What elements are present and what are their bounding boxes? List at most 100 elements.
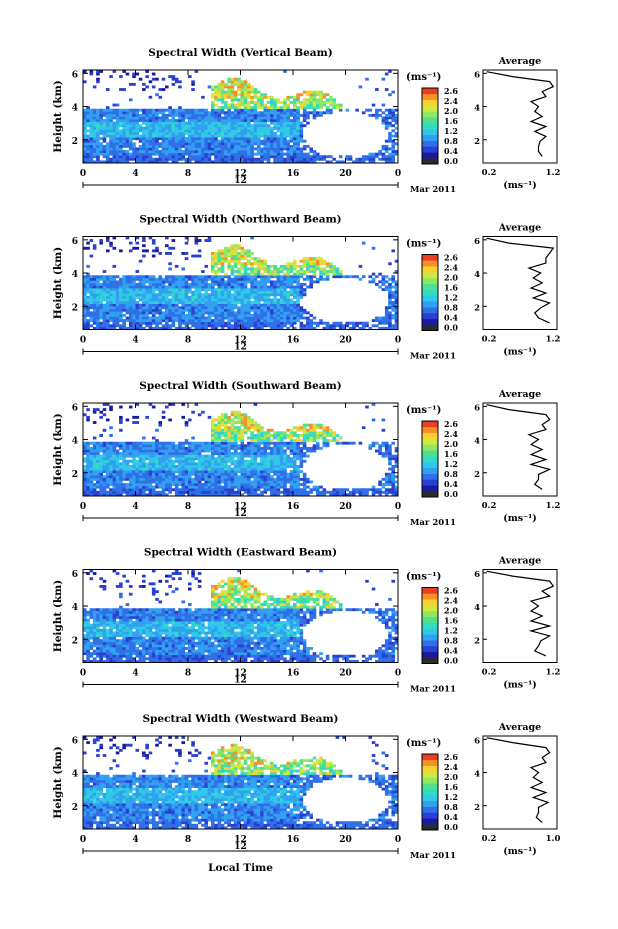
heatmap-cell (273, 321, 277, 325)
heatmap-cell (89, 139, 94, 143)
heatmap-cell (207, 288, 212, 292)
heatmap-cell (194, 285, 199, 289)
heatmap-cell (138, 280, 143, 284)
heatmap-cell (135, 493, 140, 497)
heatmap-cell (89, 277, 94, 281)
heatmap-cell (188, 472, 192, 476)
heatmap-cell (174, 111, 179, 115)
heatmap-cell (375, 152, 379, 156)
heatmap-cell (207, 157, 212, 161)
heatmap-cell (309, 283, 313, 286)
heatmap-cell (217, 150, 222, 153)
heatmap-cell (197, 314, 202, 317)
heatmap-cell (148, 459, 153, 463)
heatmap-cell (191, 301, 195, 304)
heatmap-cell (158, 493, 163, 497)
heatmap-cell (214, 434, 218, 437)
heatmap-cell (165, 449, 169, 453)
heatmap-cell (148, 472, 153, 476)
heatmap-cell (168, 477, 172, 481)
heatmap-cell (155, 134, 159, 138)
heatmap-cell (381, 280, 386, 284)
heatmap-cell (102, 147, 107, 151)
heatmap-cell (253, 272, 258, 276)
heatmap-cell (266, 101, 271, 104)
heatmap-cell (92, 319, 97, 323)
heatmap-cell (194, 134, 199, 138)
heatmap-cell (96, 493, 100, 497)
heatmap-cell (253, 106, 258, 110)
heatmap-cell (250, 132, 254, 135)
heatmap-cell (224, 475, 228, 479)
heatmap-cell (312, 111, 317, 115)
heatmap-cell (145, 85, 149, 89)
heatmap-cell (391, 155, 396, 159)
heatmap-cell (233, 254, 238, 258)
heatmap-cell (204, 147, 208, 151)
heatmap-cell (151, 77, 156, 81)
heatmap-cell (174, 465, 179, 468)
heatmap-cell (391, 116, 396, 120)
heatmap-cell (191, 108, 195, 112)
heatmap-cell (191, 477, 195, 481)
heatmap-cell (109, 459, 113, 463)
heatmap-cell (263, 308, 268, 312)
heatmap-cell (299, 132, 304, 135)
heatmap-cell (125, 275, 130, 279)
heatmap-cell (161, 465, 166, 468)
heatmap-cell (240, 475, 245, 479)
heatmap-cell (378, 157, 382, 161)
heatmap-cell (96, 454, 100, 458)
heatmap-cell (237, 267, 241, 271)
heatmap-cell (184, 316, 189, 320)
heatmap-cell (293, 272, 297, 276)
heatmap-cell (214, 436, 218, 440)
heatmap-cell (309, 270, 313, 273)
heatmap-cell (256, 142, 261, 146)
heatmap-cell (102, 298, 107, 302)
heatmap-cell (263, 134, 268, 138)
heatmap-cell (148, 446, 153, 450)
heatmap-cell (315, 280, 320, 284)
heatmap-cell (210, 111, 215, 115)
heatmap-cell (319, 262, 323, 266)
heatmap-cell (270, 129, 274, 133)
heatmap-cell (227, 452, 231, 455)
heatmap-cell (220, 288, 225, 292)
heatmap-cell (243, 137, 248, 141)
heatmap-cell (394, 152, 399, 156)
heatmap-cell (112, 70, 117, 73)
heatmap-cell (237, 488, 241, 492)
heatmap-cell (181, 113, 186, 117)
heatmap-cell (279, 119, 284, 122)
heatmap-cell (145, 113, 149, 117)
heatmap-cell (112, 477, 117, 481)
heatmap-cell (171, 137, 176, 141)
heatmap-cell (125, 280, 130, 284)
heatmap-cell (181, 415, 186, 419)
heatmap-cell (191, 80, 195, 84)
heatmap-cell (184, 236, 189, 240)
heatmap-cell (122, 280, 126, 284)
heatmap-cell (105, 446, 110, 450)
heatmap-cell (194, 70, 199, 73)
heatmap-cell (178, 326, 182, 330)
heatmap-cell (325, 262, 330, 266)
heatmap-cell (86, 454, 90, 458)
heatmap-cell (105, 465, 110, 468)
heatmap-cell (388, 137, 392, 141)
heatmap-cell (115, 444, 120, 448)
heatmap-cell (233, 462, 238, 466)
heatmap-cell (102, 132, 107, 135)
heatmap-cell (227, 111, 231, 115)
heatmap-cell (171, 308, 176, 312)
heatmap-cell (233, 80, 238, 84)
heatmap-cell (112, 493, 117, 497)
heatmap-cell (188, 418, 192, 422)
colorbar-tick-label: 2.4 (444, 263, 458, 273)
heatmap-cell (329, 267, 333, 271)
heatmap-cell (112, 246, 117, 250)
heatmap-cell (210, 142, 215, 146)
heatmap-cell (197, 493, 202, 497)
heatmap-cell (210, 426, 215, 430)
